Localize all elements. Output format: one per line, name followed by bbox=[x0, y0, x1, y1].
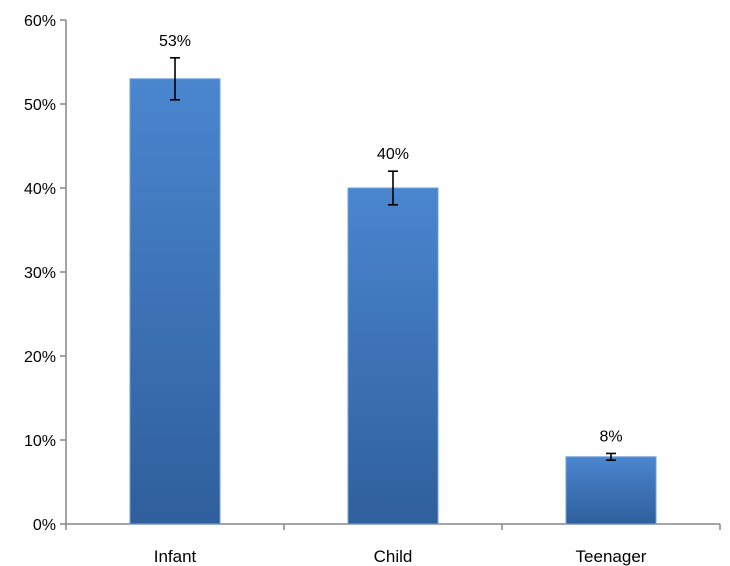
y-tick-label: 0% bbox=[33, 517, 56, 534]
y-tick-label: 40% bbox=[24, 181, 56, 198]
bar-child bbox=[347, 187, 439, 525]
bar-teenager bbox=[565, 456, 657, 525]
data-labels: 53% 40% 8% bbox=[159, 33, 623, 446]
x-tick-label: Infant bbox=[154, 547, 197, 566]
x-axis: Infant Child Teenager bbox=[65, 523, 721, 566]
error-bars bbox=[170, 56, 616, 461]
bar-infant bbox=[129, 78, 221, 525]
bars bbox=[129, 78, 657, 525]
data-label: 40% bbox=[377, 146, 409, 163]
y-axis: 0% 10% 20% 30% 40% 50% 60% bbox=[24, 13, 67, 534]
y-tick-label: 30% bbox=[24, 265, 56, 282]
x-tick-label: Teenager bbox=[576, 547, 647, 566]
y-tick-label: 10% bbox=[24, 433, 56, 450]
y-tick-label: 20% bbox=[24, 349, 56, 366]
data-label: 8% bbox=[599, 428, 622, 445]
x-tick-label: Child bbox=[374, 547, 413, 566]
data-label: 53% bbox=[159, 33, 191, 50]
y-tick-label: 50% bbox=[24, 97, 56, 114]
y-tick-label: 60% bbox=[24, 13, 56, 30]
